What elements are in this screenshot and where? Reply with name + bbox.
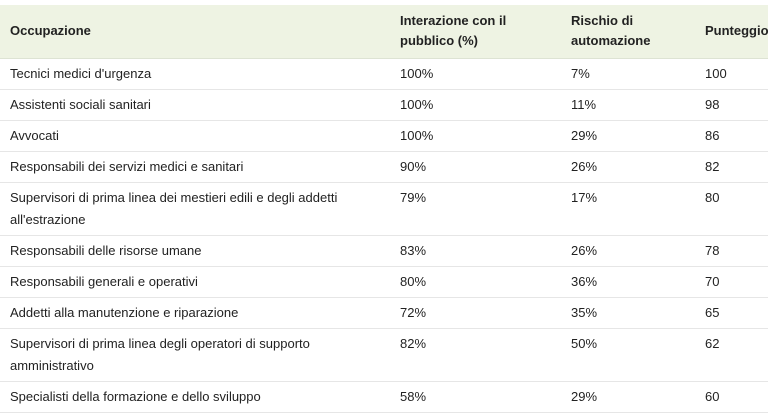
cell-occupazione: Assistenti sociali sanitari [0, 89, 392, 121]
cell-occupazione: Supervisori di prima linea dei mestieri … [0, 182, 392, 236]
cell-occupazione: Supervisori di prima linea degli operato… [0, 328, 392, 382]
cell-interazione: 82% [392, 328, 563, 382]
table-row: Responsabili dei servizi medici e sanita… [0, 151, 768, 183]
table-row: Specialisti della formazione e dello svi… [0, 381, 768, 413]
cell-occupazione: Avvocati [0, 120, 392, 152]
cell-interazione: 83% [392, 235, 563, 267]
cell-occupazione: Specialisti della formazione e dello svi… [0, 381, 392, 413]
header-interazione: Interazione con il pubblico (%) [392, 5, 563, 59]
cell-punteggio: 70 [697, 266, 768, 298]
cell-rischio: 17% [563, 182, 697, 236]
cell-interazione: 58% [392, 381, 563, 413]
cell-occupazione: Responsabili dei servizi medici e sanita… [0, 151, 392, 183]
cell-rischio: 35% [563, 297, 697, 329]
cell-rischio: 11% [563, 89, 697, 121]
header-punteggio: Punteggio [697, 5, 768, 59]
table-header-row: Occupazione Interazione con il pubblico … [0, 5, 768, 59]
table-row: Responsabili generali e operativi 80% 36… [0, 266, 768, 298]
table-row: Tecnici medici d'urgenza 100% 7% 100 [0, 58, 768, 90]
cell-rischio: 26% [563, 235, 697, 267]
table-row: Addetti alla manutenzione e riparazione … [0, 297, 768, 329]
table-row: Responsabili delle risorse umane 83% 26%… [0, 235, 768, 267]
cell-rischio: 7% [563, 58, 697, 90]
cell-rischio: 29% [563, 381, 697, 413]
cell-rischio: 26% [563, 151, 697, 183]
cell-punteggio: 86 [697, 120, 768, 152]
cell-punteggio: 60 [697, 381, 768, 413]
cell-interazione: 72% [392, 297, 563, 329]
cell-interazione: 80% [392, 266, 563, 298]
cell-interazione: 100% [392, 58, 563, 90]
cell-punteggio: 78 [697, 235, 768, 267]
cell-punteggio: 65 [697, 297, 768, 329]
cell-punteggio: 82 [697, 151, 768, 183]
cell-occupazione: Addetti alla manutenzione e riparazione [0, 297, 392, 329]
cell-rischio: 29% [563, 120, 697, 152]
table-row: Avvocati 100% 29% 86 [0, 120, 768, 152]
table-row: Supervisori di prima linea degli operato… [0, 328, 768, 382]
cell-punteggio: 100 [697, 58, 768, 90]
header-rischio: Rischio di automazione [563, 5, 697, 59]
table-row: Supervisori di prima linea dei mestieri … [0, 182, 768, 236]
cell-interazione: 79% [392, 182, 563, 236]
cell-occupazione: Responsabili delle risorse umane [0, 235, 392, 267]
cell-interazione: 90% [392, 151, 563, 183]
header-occupazione: Occupazione [0, 5, 392, 59]
cell-occupazione: Tecnici medici d'urgenza [0, 58, 392, 90]
cell-interazione: 100% [392, 120, 563, 152]
cell-punteggio: 80 [697, 182, 768, 236]
cell-punteggio: 98 [697, 89, 768, 121]
cell-interazione: 100% [392, 89, 563, 121]
cell-punteggio: 62 [697, 328, 768, 382]
cell-rischio: 36% [563, 266, 697, 298]
cell-rischio: 50% [563, 328, 697, 382]
occupations-table: Occupazione Interazione con il pubblico … [0, 5, 768, 413]
cell-occupazione: Responsabili generali e operativi [0, 266, 392, 298]
table-row: Assistenti sociali sanitari 100% 11% 98 [0, 89, 768, 121]
